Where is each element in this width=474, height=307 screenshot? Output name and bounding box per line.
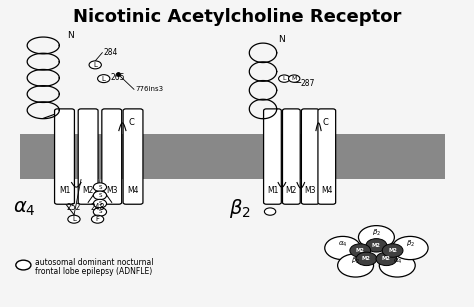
Text: N: N (278, 35, 285, 44)
Circle shape (382, 244, 403, 257)
Text: M: M (292, 76, 297, 81)
Text: $\beta_2$: $\beta_2$ (228, 197, 250, 220)
Circle shape (93, 208, 107, 216)
FancyBboxPatch shape (301, 109, 319, 204)
Circle shape (68, 215, 80, 223)
Circle shape (93, 199, 107, 208)
Circle shape (376, 252, 397, 266)
Bar (19, 134, 445, 180)
Text: M3: M3 (106, 186, 118, 195)
Text: 265: 265 (110, 72, 125, 82)
Text: L: L (283, 76, 286, 81)
Text: 248: 248 (91, 203, 105, 212)
FancyBboxPatch shape (283, 109, 300, 204)
Text: M2: M2 (356, 248, 365, 253)
Circle shape (350, 244, 371, 257)
Circle shape (16, 260, 31, 270)
Circle shape (98, 75, 110, 83)
Text: M2: M2 (382, 256, 391, 261)
Text: C: C (128, 119, 134, 127)
Circle shape (379, 254, 415, 277)
Circle shape (392, 236, 428, 260)
Text: frontal lobe epilepsy (ADNFLE): frontal lobe epilepsy (ADNFLE) (35, 267, 152, 276)
Circle shape (356, 252, 377, 266)
Circle shape (279, 75, 290, 82)
Circle shape (289, 75, 300, 82)
Text: $\beta_2$: $\beta_2$ (372, 228, 381, 238)
Text: M2: M2 (82, 186, 94, 195)
Circle shape (93, 183, 107, 191)
Text: $\alpha_4$: $\alpha_4$ (392, 257, 402, 266)
Text: M2: M2 (286, 186, 297, 195)
Text: M3: M3 (304, 186, 316, 195)
Text: L: L (102, 76, 106, 82)
Text: autosomal dominant nocturnal: autosomal dominant nocturnal (35, 258, 153, 267)
Text: 287: 287 (301, 79, 315, 88)
Text: M1: M1 (59, 186, 70, 195)
Text: S: S (98, 201, 102, 206)
Circle shape (325, 236, 361, 260)
Text: M2: M2 (372, 243, 381, 248)
Circle shape (358, 226, 394, 249)
Text: M2: M2 (388, 248, 397, 253)
Text: S: S (98, 193, 102, 198)
Text: L: L (93, 62, 97, 68)
Circle shape (264, 208, 276, 215)
FancyBboxPatch shape (318, 109, 336, 204)
Text: M4: M4 (321, 186, 333, 195)
FancyBboxPatch shape (123, 109, 143, 204)
Text: 252: 252 (67, 203, 81, 212)
Circle shape (337, 254, 374, 277)
FancyBboxPatch shape (55, 109, 74, 204)
Text: S: S (98, 209, 102, 214)
Text: L: L (72, 216, 76, 222)
FancyBboxPatch shape (264, 109, 281, 204)
Circle shape (89, 61, 101, 69)
Circle shape (91, 215, 104, 223)
Text: $\alpha_4$: $\alpha_4$ (338, 239, 347, 249)
Text: M1: M1 (267, 186, 278, 195)
Text: $\alpha_4$: $\alpha_4$ (13, 199, 36, 218)
Text: N: N (67, 31, 74, 40)
Text: M2: M2 (362, 256, 371, 261)
Text: 284: 284 (104, 48, 118, 57)
Circle shape (366, 239, 387, 252)
FancyBboxPatch shape (102, 109, 122, 204)
Text: $\beta_2$: $\beta_2$ (406, 239, 415, 249)
Circle shape (93, 191, 107, 200)
Text: Nicotinic Acetylcholine Receptor: Nicotinic Acetylcholine Receptor (73, 8, 401, 26)
Text: S: S (98, 185, 102, 190)
Text: C: C (322, 118, 328, 126)
Text: $\beta_2$: $\beta_2$ (351, 256, 360, 266)
Text: M4: M4 (128, 186, 139, 195)
FancyBboxPatch shape (78, 109, 98, 204)
Text: 776ins3: 776ins3 (136, 86, 164, 92)
Text: F: F (96, 216, 100, 222)
